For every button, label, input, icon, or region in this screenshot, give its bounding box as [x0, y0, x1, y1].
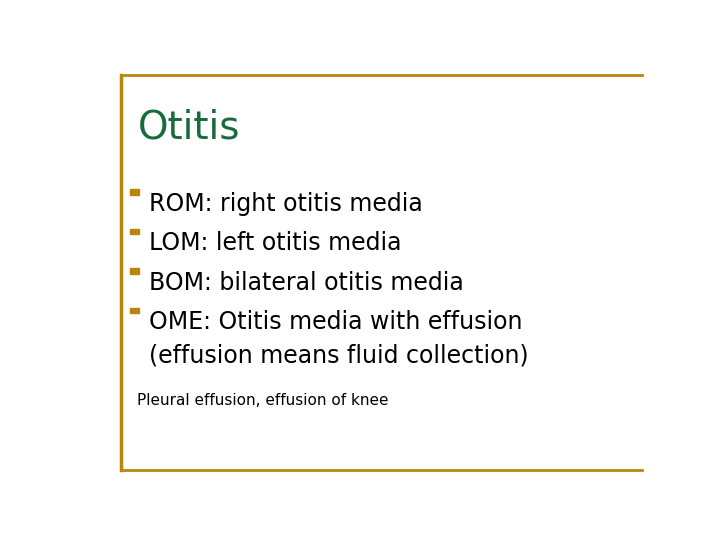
Text: Pleural effusion, effusion of knee: Pleural effusion, effusion of knee — [138, 393, 389, 408]
Text: (effusion means fluid collection): (effusion means fluid collection) — [148, 343, 528, 367]
Text: Otitis: Otitis — [138, 109, 240, 146]
FancyBboxPatch shape — [130, 308, 139, 313]
FancyBboxPatch shape — [130, 268, 139, 274]
Text: OME: Otitis media with effusion: OME: Otitis media with effusion — [148, 310, 522, 334]
FancyBboxPatch shape — [130, 190, 139, 195]
FancyBboxPatch shape — [130, 229, 139, 234]
Text: ROM: right otitis media: ROM: right otitis media — [148, 192, 423, 215]
Text: BOM: bilateral otitis media: BOM: bilateral otitis media — [148, 271, 464, 295]
Text: LOM: left otitis media: LOM: left otitis media — [148, 231, 401, 255]
